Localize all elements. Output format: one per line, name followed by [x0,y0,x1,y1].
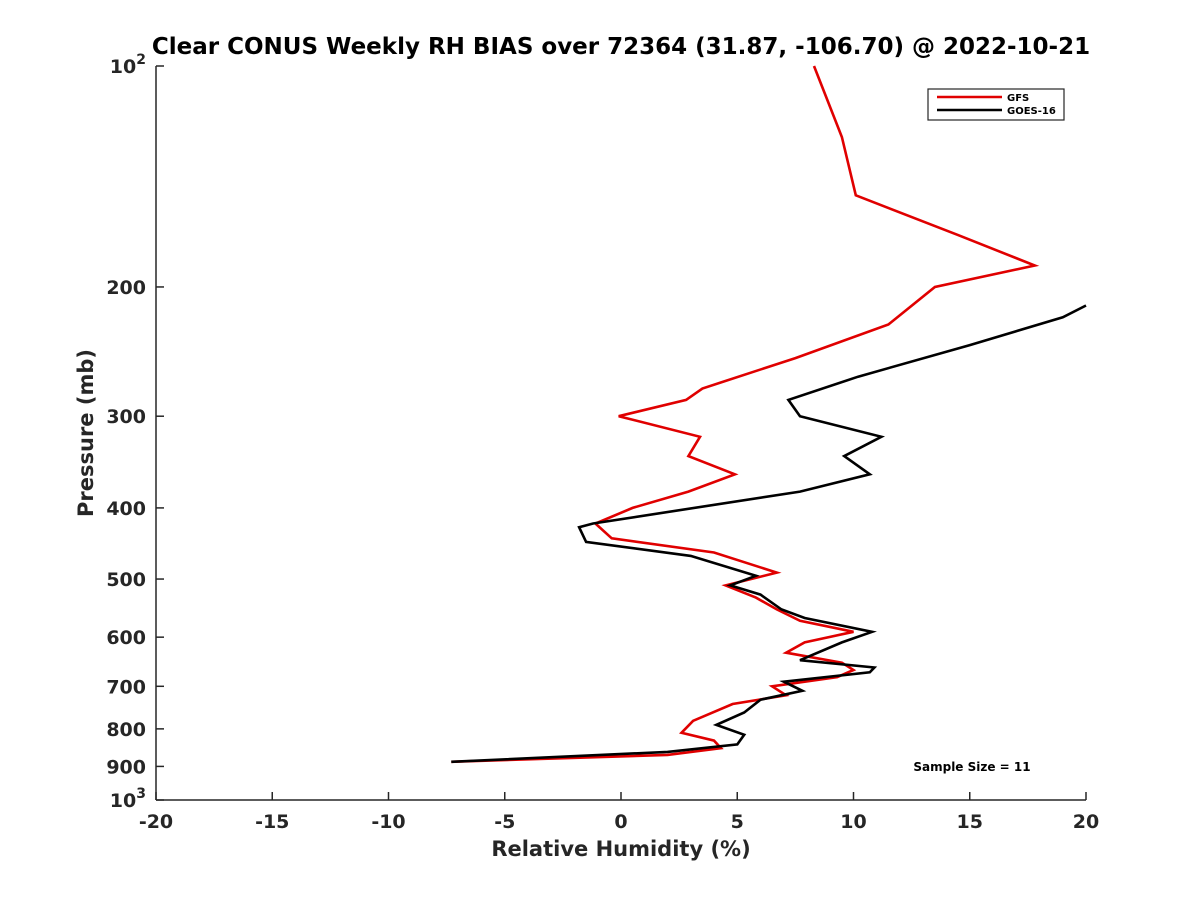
legend: GFS GOES-16 [927,88,1065,121]
legend-box [927,88,1065,121]
x-tick-label: 5 [731,811,744,833]
x-tick-label: 0 [614,811,627,833]
y-tick-label: 800 [106,719,146,741]
x-tick-label: 10 [840,811,866,833]
chart-title: Clear CONUS Weekly RH BIAS over 72364 (3… [152,34,1090,60]
y-tick-label: 700 [106,676,146,698]
series-layer [451,65,1087,764]
y-tick-label: 900 [106,756,146,778]
legend-label-gfs: GFS [1007,93,1029,104]
y-tick-label: 103 [110,786,146,812]
y-ticks: 102 200 300 400 500 600 700 800 900 103 [106,52,164,812]
x-tick-label: -15 [255,811,289,833]
x-tick-label: -5 [494,811,515,833]
x-tick-label: 20 [1073,811,1099,833]
y-tick-label: 102 [110,52,146,78]
x-axis-label: Relative Humidity (%) [491,837,750,861]
y-axis-label: Pressure (mb) [74,349,98,517]
y-tick-label: 500 [106,569,146,591]
x-ticks: -20 -15 -10 -5 0 5 10 15 20 [139,792,1099,833]
y-tick-label: 200 [106,277,146,299]
y-tick-label: 400 [106,498,146,520]
x-tick-label: -10 [371,811,405,833]
series-line-gfs [451,65,1040,764]
y-tick-label: 600 [106,627,146,649]
legend-label-goes16: GOES-16 [1007,106,1056,117]
series-line-goes-16 [451,304,1087,764]
y-tick-label: 300 [106,406,146,428]
sample-size-annotation: Sample Size = 11 [913,760,1030,774]
x-tick-label: -20 [139,811,173,833]
x-tick-label: 15 [957,811,983,833]
